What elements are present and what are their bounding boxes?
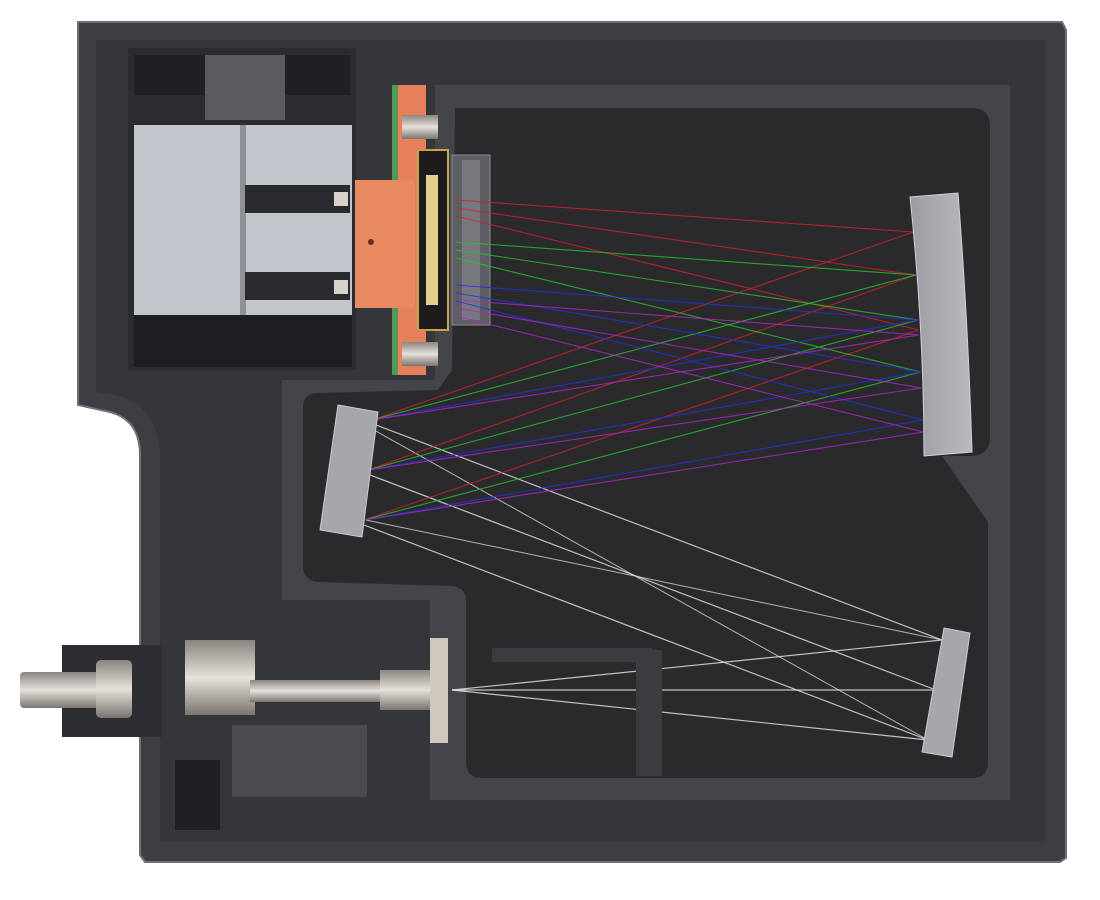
light-ray xyxy=(371,231,914,421)
grating xyxy=(319,404,379,538)
light-ray xyxy=(371,334,919,421)
camera-pin xyxy=(334,280,348,294)
screw xyxy=(402,342,438,366)
light-ray xyxy=(367,319,919,471)
light-ray xyxy=(455,307,922,389)
camera-slot xyxy=(245,272,350,300)
light-ray xyxy=(367,371,921,471)
slit-plate xyxy=(430,638,448,743)
light-ray xyxy=(455,199,914,233)
light-ray xyxy=(371,319,919,421)
light-ray xyxy=(455,315,924,433)
camera-slot xyxy=(245,185,350,213)
light-ray xyxy=(367,274,916,471)
light-ray xyxy=(455,249,919,321)
sensor-die xyxy=(426,175,438,305)
light-ray xyxy=(451,639,943,691)
baffle xyxy=(492,648,652,662)
light-ray xyxy=(363,431,924,521)
light-ray xyxy=(375,424,943,641)
collimating-mirror xyxy=(921,627,971,758)
light-ray xyxy=(363,329,919,521)
light-ray xyxy=(363,371,921,521)
light-ray xyxy=(455,207,916,276)
light-ray xyxy=(363,419,924,521)
fiber-tube xyxy=(250,680,385,702)
light-ray xyxy=(455,215,919,331)
light-ray xyxy=(451,689,929,741)
knurled-nut xyxy=(96,660,132,718)
rays xyxy=(363,199,943,741)
fiber-connector xyxy=(20,672,100,708)
screw-hole xyxy=(368,239,374,245)
light-ray xyxy=(455,299,919,336)
baffle xyxy=(636,650,662,776)
bracket xyxy=(175,760,220,830)
electronics-box xyxy=(232,725,367,797)
light-ray xyxy=(367,387,922,471)
slit-holder xyxy=(380,670,430,710)
light-ray xyxy=(363,524,929,741)
light-ray xyxy=(369,474,937,691)
light-ray xyxy=(371,274,916,421)
screw xyxy=(402,115,438,139)
light-ray xyxy=(455,241,916,276)
adapter xyxy=(185,640,255,715)
light-ray xyxy=(365,519,943,641)
sensor-housing xyxy=(355,180,415,308)
camera-mount xyxy=(205,55,285,120)
camera-pin xyxy=(334,192,348,206)
sensor-filter xyxy=(462,160,480,320)
camera-bottom xyxy=(134,315,352,367)
focusing-mirror xyxy=(909,192,973,457)
light-ray xyxy=(455,257,921,373)
light-ray xyxy=(455,284,919,321)
camera-seam xyxy=(240,125,246,315)
light-ray xyxy=(373,429,929,741)
